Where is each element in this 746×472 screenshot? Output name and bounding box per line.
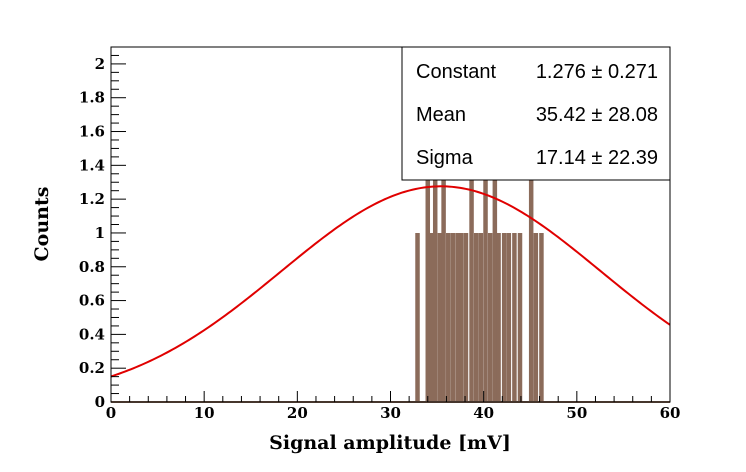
x-axis: 0 10 20 30 40 50 60 [106, 391, 681, 422]
x-tick-label: 50 [566, 404, 587, 422]
y-axis-title: Counts [31, 187, 53, 262]
y-tick-label: 2 [95, 55, 105, 73]
x-tick-label: 30 [380, 404, 401, 422]
stat-mean-label: Mean [416, 104, 466, 126]
stat-constant-label: Constant [416, 61, 496, 83]
y-tick-label: 1.6 [79, 123, 105, 141]
x-tick-label: 0 [106, 404, 116, 422]
y-tick-label: 0.4 [79, 325, 105, 343]
stat-constant-value: 1.276 ± 0.271 [536, 61, 658, 83]
y-tick-label: 1.4 [79, 156, 105, 174]
y-tick-label: 1 [95, 224, 105, 242]
y-tick-label: 0.6 [79, 292, 105, 310]
fit-stats-box: Constant 1.276 ± 0.271 Mean 35.42 ± 28.0… [401, 46, 671, 181]
y-tick-label: 1.2 [79, 190, 105, 208]
y-tick-label: 1.8 [79, 89, 105, 107]
x-tick-label: 40 [473, 404, 494, 422]
x-tick-label: 60 [660, 404, 681, 422]
y-tick-label: 0 [95, 393, 105, 411]
stats-box-frame [401, 46, 671, 181]
y-axis: 0 0.2 0.4 0.6 0.8 1 1.2 1.4 1.6 1.8 2 [79, 46, 126, 411]
stat-sigma-value: 17.14 ± 22.39 [536, 147, 658, 169]
stat-sigma-label: Sigma [416, 147, 474, 169]
y-tick-label: 0.2 [79, 359, 105, 377]
gaussian-fit-curve [110, 185, 671, 378]
x-tick-label: 10 [194, 404, 215, 422]
histogram-bars [111, 63, 670, 403]
x-axis-title: Signal amplitude [mV] [269, 432, 511, 454]
y-tick-label: 0.8 [79, 258, 105, 276]
x-tick-label: 20 [287, 404, 308, 422]
stat-mean-value: 35.42 ± 28.08 [536, 104, 658, 126]
